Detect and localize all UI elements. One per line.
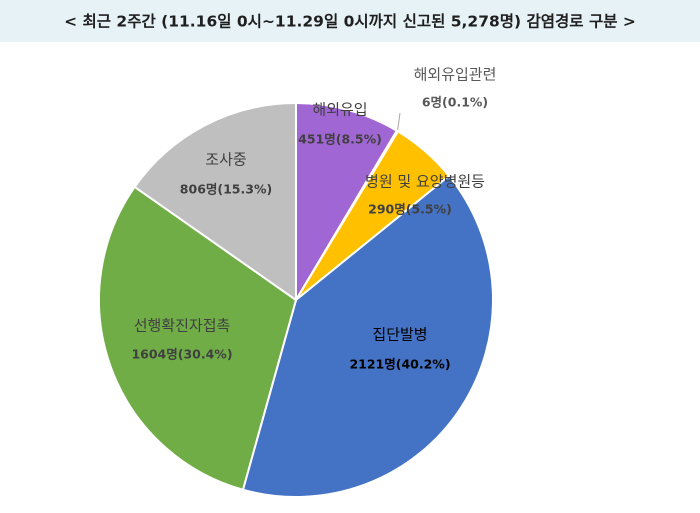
title-bar bbox=[0, 0, 700, 42]
pie-slice bbox=[133, 101, 297, 302]
slice-name: 선행확진자접촉 bbox=[134, 317, 231, 335]
slice-name: 집단발병 bbox=[372, 326, 427, 344]
slice-value-label: 6명(0.1%) bbox=[422, 95, 488, 110]
slice-value-label: 451명(8.5%) bbox=[298, 132, 382, 147]
slice-name: 병원 및 요양병원등 bbox=[365, 173, 485, 191]
slice-value-label: 290명(5.5%) bbox=[368, 202, 452, 217]
slice-name: 해외유입관련 bbox=[414, 66, 497, 84]
slice-value-label: 806명(15.3%) bbox=[180, 182, 272, 197]
slice-value-label: 2121명(40.2%) bbox=[349, 357, 450, 372]
slice-name: 조사중 bbox=[205, 151, 246, 169]
pie-slice bbox=[295, 101, 399, 304]
slice-name: 해외유입 bbox=[312, 101, 367, 119]
chart-title: < 최근 2주간 (11.16일 0시~11.29일 0시까지 신고된 5,27… bbox=[64, 12, 636, 31]
pie-slice bbox=[241, 174, 494, 498]
pie-slice bbox=[98, 185, 298, 491]
slice-value-label: 1604명(30.4%) bbox=[131, 347, 232, 362]
